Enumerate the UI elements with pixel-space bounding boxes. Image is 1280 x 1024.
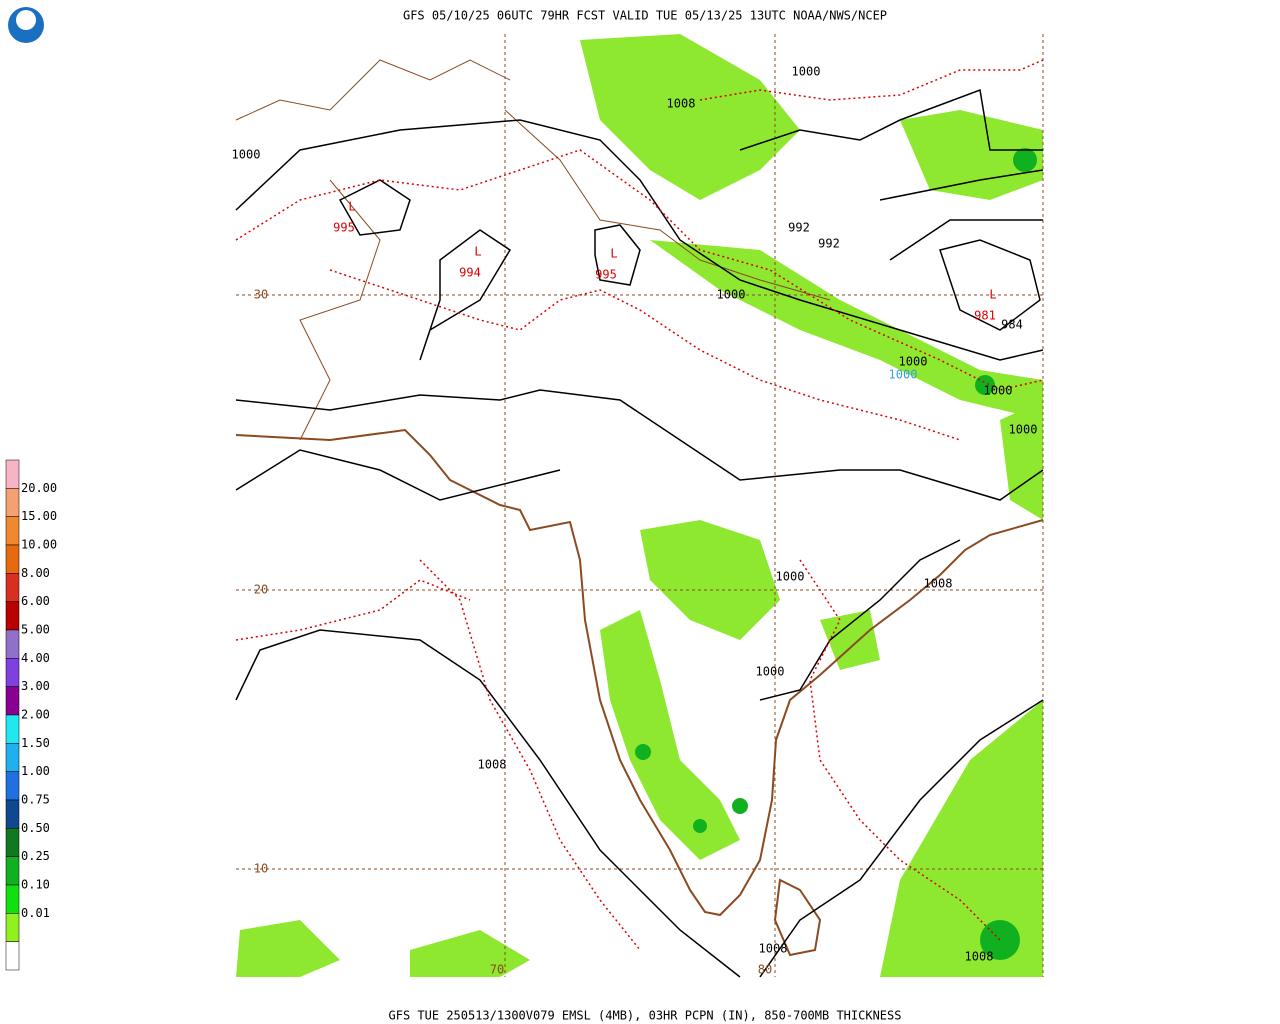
legend-label: 3.00 (21, 679, 50, 693)
isobar-label: 1008 (924, 577, 953, 591)
legend-label: 0.01 (21, 906, 50, 920)
latitude-label: 10 (254, 862, 268, 876)
legend-label: 0.50 (21, 821, 50, 835)
isobar-label: 1000 (792, 65, 821, 79)
precip-heavy (635, 148, 1037, 960)
longitude-label: 80 (758, 963, 772, 977)
isobar-label: 1008 (667, 97, 696, 111)
legend-swatch (5, 601, 20, 631)
legend-label: 0.25 (21, 849, 50, 863)
isobar-label: 1000 (984, 384, 1013, 398)
legend-swatch (5, 488, 20, 517)
isobar-label: 992 (818, 237, 840, 251)
legend-label: 1.00 (21, 764, 50, 778)
legend-swatch (5, 686, 20, 716)
latitude-label: 20 (254, 583, 268, 597)
low-pressure: 981 (974, 309, 996, 323)
legend-swatch (5, 828, 20, 857)
legend-swatch (5, 913, 20, 942)
isobar-label: 1000 (756, 665, 785, 679)
legend-swatch (5, 799, 20, 829)
low-symbol: L (610, 247, 617, 261)
noaa-logo-inner (16, 10, 36, 30)
legend-label: 4.00 (21, 651, 50, 665)
map-area: 1000100810009929921000984100010001000100… (232, 34, 1044, 978)
legend-label: 6.00 (21, 594, 50, 608)
isobar-label: 1008 (759, 942, 788, 956)
low-pressure: 994 (459, 266, 481, 280)
isobar-label: 1008 (478, 758, 507, 772)
legend-label: 2.00 (21, 708, 50, 722)
legend-label: 15.00 (21, 509, 57, 523)
isobar-label: 1008 (965, 950, 994, 964)
map-caption: GFS TUE 250513/1300V079 EMSL (4MB), 03HR… (389, 1009, 902, 1023)
legend-swatch (5, 516, 20, 546)
legend-swatch (5, 743, 20, 772)
map-title: GFS 05/10/25 06UTC 79HR FCST VALID TUE 0… (403, 9, 887, 23)
legend-swatch (5, 573, 20, 602)
legend-label: 0.10 (21, 878, 50, 892)
isobars (235, 88, 1044, 978)
isobar-label: 1000 (776, 570, 805, 584)
borders (235, 59, 1044, 957)
thickness-label: 1000 (889, 368, 918, 382)
map-background (236, 34, 1043, 977)
thickness-lines (235, 59, 1044, 951)
legend-swatch (5, 714, 20, 744)
legend-label: 10.00 (21, 538, 57, 552)
legend-label: 20.00 (21, 481, 57, 495)
isobar-label: 984 (1001, 318, 1023, 332)
legend-swatch (5, 941, 20, 971)
low-pressure: 995 (595, 268, 617, 282)
legend-label: 0.75 (21, 793, 50, 807)
legend-swatch (5, 658, 20, 687)
map-labels: 1000100810009929921000984100010001000100… (232, 65, 1038, 977)
isobar-label: 1000 (1009, 423, 1038, 437)
legend-label: 1.50 (21, 736, 50, 750)
isobar-label: 1000 (717, 288, 746, 302)
legend-label: 5.00 (21, 623, 50, 637)
legend-swatch (5, 544, 20, 574)
longitude-label: 70 (490, 963, 504, 977)
low-symbol: L (348, 200, 355, 214)
legend-swatch (5, 459, 20, 489)
low-symbol: L (474, 245, 481, 259)
legend-label: 8.00 (21, 566, 50, 580)
isobar-label: 1000 (232, 148, 261, 162)
graticule (236, 34, 1044, 977)
latitude-label: 30 (254, 288, 268, 302)
legend-swatch (5, 856, 20, 886)
low-symbol: L (989, 288, 996, 302)
low-pressure: 995 (333, 221, 355, 235)
legend: 20.00 15.00 10.00 8.00 6.00 5.00 4.00 3.00 2.00 1… (5, 459, 57, 971)
legend-swatch (5, 884, 20, 914)
isobar-label: 992 (788, 221, 810, 235)
legend-swatch (5, 771, 20, 801)
isobar-label: 1000 (899, 355, 928, 369)
precip-areas (236, 34, 1043, 977)
legend-swatch (5, 629, 20, 659)
